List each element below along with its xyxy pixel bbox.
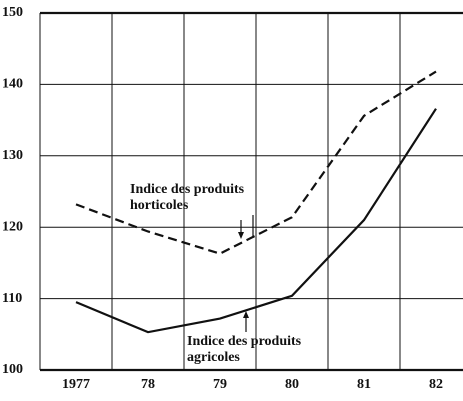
y-tick-label: 140 bbox=[2, 77, 23, 92]
annotation-arrowhead bbox=[243, 311, 249, 318]
y-tick-label: 100 bbox=[2, 362, 23, 377]
x-tick-label: 82 bbox=[429, 377, 443, 392]
y-tick-label: 120 bbox=[2, 219, 23, 234]
y-tick-label: 110 bbox=[2, 291, 22, 306]
data-line bbox=[75, 70, 437, 255]
x-tick-label: 80 bbox=[285, 377, 299, 392]
x-tick-label: 1977 bbox=[62, 377, 90, 392]
y-tick-label: 130 bbox=[2, 148, 23, 163]
annotation: Indice des produits bbox=[187, 334, 302, 349]
x-tick-label: 78 bbox=[141, 377, 155, 392]
x-tick-label: 79 bbox=[213, 377, 227, 392]
annotation-arrowhead bbox=[238, 232, 244, 239]
annotation: horticoles bbox=[130, 198, 189, 213]
x-tick-label: 81 bbox=[357, 377, 371, 392]
annotation: agricoles bbox=[187, 350, 240, 365]
y-tick-label: 150 bbox=[2, 5, 23, 20]
data-line bbox=[75, 108, 437, 334]
annotation: Indice des produits bbox=[130, 182, 245, 197]
